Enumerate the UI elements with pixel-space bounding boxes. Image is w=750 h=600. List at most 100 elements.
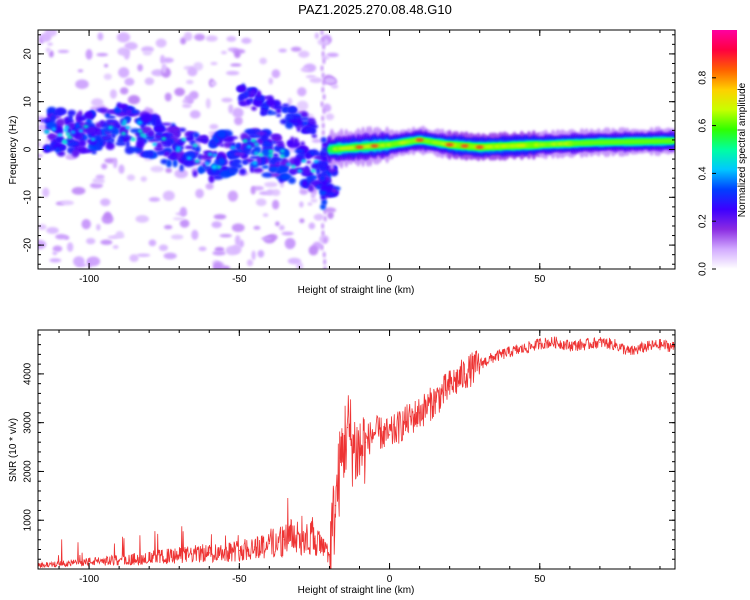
noise-blob <box>323 208 327 215</box>
colorbar-label: Normalized spectral amplitude <box>737 82 748 217</box>
signal-blob <box>117 103 128 109</box>
signal-blob <box>277 165 289 174</box>
noise-blob <box>52 251 58 256</box>
signal-blob <box>300 141 305 147</box>
spectrogram-y-ticks: -20 -10 0 10 20 <box>23 34 675 265</box>
noise-blob <box>115 230 124 238</box>
noise-blob <box>327 211 334 220</box>
noise-blob <box>221 265 231 269</box>
signal-highlight <box>83 124 89 129</box>
colorbar-ticks: 0.0 0.2 0.4 0.6 0.8 <box>698 70 716 276</box>
noise-blob <box>47 42 53 46</box>
signal-blob <box>302 167 311 176</box>
colorbar-tick-label: 0.4 <box>698 166 709 180</box>
noise-blob <box>124 77 135 86</box>
noise-blob <box>320 65 324 72</box>
noise-blob <box>323 258 327 265</box>
noise-blob <box>213 214 227 220</box>
signal-blob <box>293 157 302 167</box>
signal-blob <box>125 139 130 149</box>
signal-blob <box>153 125 165 133</box>
signal-blob <box>216 129 227 139</box>
snr-data-point <box>659 344 661 346</box>
colorbar-tick-label: 0.8 <box>698 70 709 84</box>
signal-highlight <box>253 142 259 147</box>
noise-blob <box>42 187 50 198</box>
x-tick-label: 0 <box>387 274 393 285</box>
noise-blob <box>135 215 149 223</box>
snr-data-point <box>464 373 466 375</box>
y-tick-label: 10 <box>23 96 34 108</box>
noise-blob <box>275 221 280 227</box>
noise-blob <box>124 42 138 50</box>
noise-blob <box>100 239 113 245</box>
noise-blob <box>322 79 326 86</box>
noise-blob <box>322 93 326 100</box>
signal-blob <box>261 172 274 178</box>
signal-highlight <box>152 142 158 147</box>
noise-blob <box>97 32 104 41</box>
signal-blob <box>252 167 264 174</box>
noise-blob <box>272 199 280 210</box>
signal-highlight <box>211 165 217 169</box>
noise-blob <box>320 244 324 251</box>
signal-blob <box>245 99 251 106</box>
signal-blob <box>154 117 162 127</box>
noise-blob <box>155 38 167 48</box>
signal-highlight <box>70 130 76 134</box>
noise-blob <box>308 222 316 230</box>
noise-blob <box>137 63 143 72</box>
noise-blob <box>205 98 211 109</box>
signal-blob <box>91 132 96 138</box>
signal-highlight <box>67 135 73 140</box>
signal-blob <box>217 157 226 166</box>
noise-blob <box>103 63 109 68</box>
noise-blob <box>322 251 326 258</box>
signal-blob <box>178 127 187 133</box>
signal-highlight <box>258 153 264 157</box>
noise-blob <box>211 221 222 229</box>
signal-blob <box>95 140 100 150</box>
noise-blob <box>210 61 218 66</box>
signal-blob <box>240 132 249 141</box>
snr-data-point <box>629 351 631 353</box>
spectrogram-x-label: Height of straight line (km) <box>298 285 415 296</box>
noise-blob <box>191 229 199 240</box>
noise-blob <box>264 181 278 188</box>
noise-blob <box>172 217 185 221</box>
noise-blob <box>226 35 237 42</box>
signal-blob <box>331 188 338 194</box>
signal-blob <box>320 189 327 196</box>
peak-blob <box>415 138 424 142</box>
signal-highlight <box>125 125 131 130</box>
snr-data-point <box>614 344 616 346</box>
signal-highlight <box>192 143 198 148</box>
signal-blob <box>268 166 280 173</box>
noise-blob <box>126 174 136 181</box>
colorbar: 0.0 0.2 0.4 0.6 0.8 Normalized spectral ampl… <box>698 30 748 276</box>
snr-data-point <box>340 456 343 458</box>
signal-blob <box>160 140 168 145</box>
signal-blob <box>320 165 327 172</box>
noise-blob <box>141 46 154 53</box>
noise-blob <box>160 54 165 65</box>
signal-highlight <box>297 169 303 173</box>
signal-blob <box>281 103 290 108</box>
signal-blob <box>141 114 154 119</box>
y-tick-label: 4000 <box>23 362 34 385</box>
noise-blob <box>307 202 313 206</box>
signal-highlight <box>108 125 114 130</box>
snr-data-point <box>328 553 331 555</box>
signal-blob <box>76 145 84 150</box>
signal-blob <box>228 167 239 174</box>
signal-blob <box>237 85 247 93</box>
signal-blob <box>99 120 105 126</box>
noise-blob <box>257 249 265 258</box>
noise-blob <box>326 52 339 58</box>
noise-blob <box>331 84 339 89</box>
signal-highlight <box>246 144 252 149</box>
noise-blob <box>321 36 325 43</box>
signal-highlight <box>64 125 70 130</box>
x-tick-label: 0 <box>387 574 393 585</box>
noise-blob <box>45 139 51 143</box>
